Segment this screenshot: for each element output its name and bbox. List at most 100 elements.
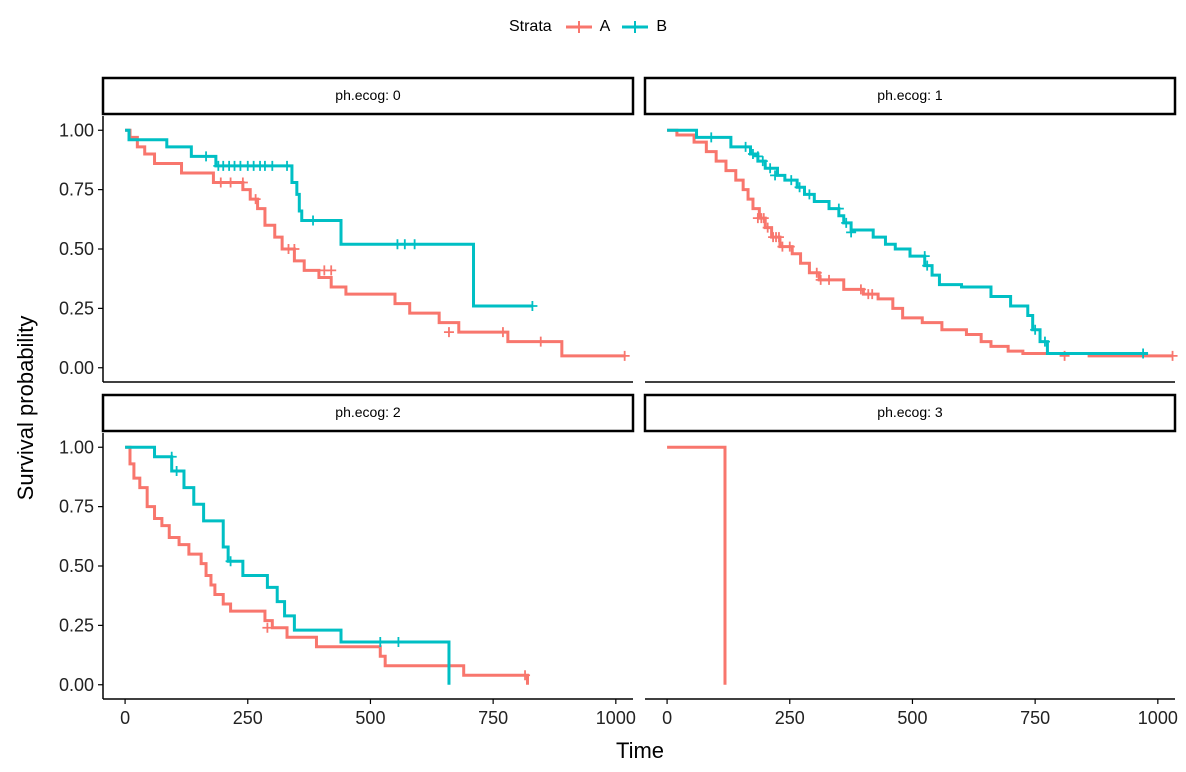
censor-mark-B (740, 141, 751, 152)
strip-label: ph.ecog: 3 (877, 404, 943, 420)
x-tick-label: 750 (1020, 708, 1050, 728)
km-curve-B (125, 445, 451, 685)
censor-mark-B (171, 466, 182, 476)
strip-label: ph.ecog: 0 (335, 87, 401, 103)
y-tick-label: 0.25 (59, 298, 94, 318)
x-tick-label: 750 (478, 708, 508, 728)
legend-label-b: B (656, 18, 668, 35)
censor-mark-A (215, 177, 226, 188)
censor-mark-B (786, 175, 797, 186)
censor-mark-A (535, 336, 546, 347)
strip-box (101, 76, 635, 116)
censor-mark-B (747, 149, 758, 159)
censor-mark-A (619, 350, 630, 361)
panel-1: ph.ecog: 1 (643, 76, 1178, 383)
x-tick-label: 1000 (1138, 708, 1178, 728)
legend: Strata A B (0, 14, 1186, 40)
censor-mark-A (762, 222, 773, 233)
legend-item-a: A (564, 18, 611, 36)
km-curve-B (125, 128, 533, 308)
km-curve-A (667, 128, 1173, 358)
censor-mark-B (794, 182, 805, 193)
censor-mark-A (855, 284, 866, 295)
censor-mark-B (1138, 348, 1149, 359)
censor-mark-B (833, 203, 844, 214)
x-tick-label: 0 (120, 708, 130, 728)
censor-mark-A (237, 177, 248, 188)
censor-mark-B (393, 637, 404, 647)
censor-mark-B (282, 160, 293, 171)
legend-label-a: A (599, 18, 611, 35)
km-curve-A (667, 445, 727, 685)
censor-mark-A (250, 194, 261, 205)
censor-mark-B (225, 556, 236, 567)
x-tick-label: 0 (662, 708, 672, 728)
y-tick-label: 0.50 (59, 556, 94, 576)
censor-mark-A (1167, 350, 1178, 361)
y-tick-label: 1.00 (59, 120, 94, 140)
censor-mark-B (765, 163, 776, 174)
panel-3: ph.ecog: 3 0 250 500 750 1000 (643, 393, 1178, 728)
x-tick-label: 500 (355, 708, 385, 728)
y-axis-title: Survival probability (13, 316, 38, 501)
censor-mark-B (375, 637, 386, 647)
censor-mark-B (201, 151, 212, 162)
censor-mark-A (811, 267, 822, 278)
x-tick-label: 250 (233, 708, 263, 728)
y-tick-label: 0.50 (59, 239, 94, 259)
y-tick-label: 0.00 (59, 358, 94, 378)
y-tick-label: 1.00 (59, 437, 94, 457)
censor-mark-A (326, 265, 337, 276)
censor-mark-A (443, 327, 454, 338)
legend-title: Strata (508, 18, 552, 35)
panel-0: ph.ecog: 0 0.00 0.25 0.50 0.75 1.00 (59, 76, 635, 383)
censor-mark-B (1039, 336, 1050, 347)
censor-mark-B (841, 217, 852, 228)
censor-mark-A (520, 670, 531, 681)
censor-mark-A (824, 274, 835, 285)
censor-mark-B (166, 451, 177, 462)
y-tick-label: 0.25 (59, 615, 94, 635)
censor-mark-A (773, 232, 784, 243)
x-axis-title: Time (616, 738, 664, 763)
x-tick-label: 250 (775, 708, 805, 728)
y-tick-label: 0.00 (59, 675, 94, 695)
censor-mark-B (804, 189, 815, 200)
censor-mark-B (1030, 324, 1041, 335)
censor-mark-B (308, 215, 319, 226)
km-curve-A (125, 128, 626, 358)
legend-key-a (565, 21, 592, 33)
strip-box (643, 76, 1177, 116)
strip-box (643, 393, 1177, 433)
censor-mark-B (409, 239, 420, 250)
panel-2: ph.ecog: 2 0.00 0.25 0.50 0.75 1.00 0 250 500 750… (59, 393, 636, 728)
censor-mark-B (846, 227, 857, 238)
km-curve-B (667, 128, 1149, 355)
censor-mark-B (706, 132, 717, 143)
censor-mark-B (267, 160, 278, 171)
censor-mark-B (922, 260, 933, 271)
y-tick-label: 0.75 (59, 497, 94, 517)
censor-mark-A (815, 274, 826, 285)
censor-mark-A (758, 213, 769, 224)
censor-mark-A (225, 177, 236, 188)
censor-mark-B (527, 301, 538, 311)
censor-mark-B (752, 151, 763, 162)
censor-mark-B (919, 251, 930, 262)
censor-mark-B (770, 170, 781, 181)
km-curve-A (125, 445, 529, 685)
censor-mark-A (289, 244, 300, 254)
censor-mark-B (399, 239, 410, 250)
y-tick-label: 0.75 (59, 180, 94, 200)
strip-label: ph.ecog: 2 (335, 404, 401, 420)
censor-mark-A (867, 289, 878, 300)
censor-mark-A (784, 241, 795, 252)
censor-mark-B (757, 156, 768, 167)
censor-mark-A (262, 622, 273, 633)
x-tick-label: 500 (897, 708, 927, 728)
strip-box (101, 393, 635, 433)
legend-key-b (622, 21, 649, 33)
x-tick-label: 1000 (596, 708, 636, 728)
legend-item-b: B (620, 18, 667, 36)
